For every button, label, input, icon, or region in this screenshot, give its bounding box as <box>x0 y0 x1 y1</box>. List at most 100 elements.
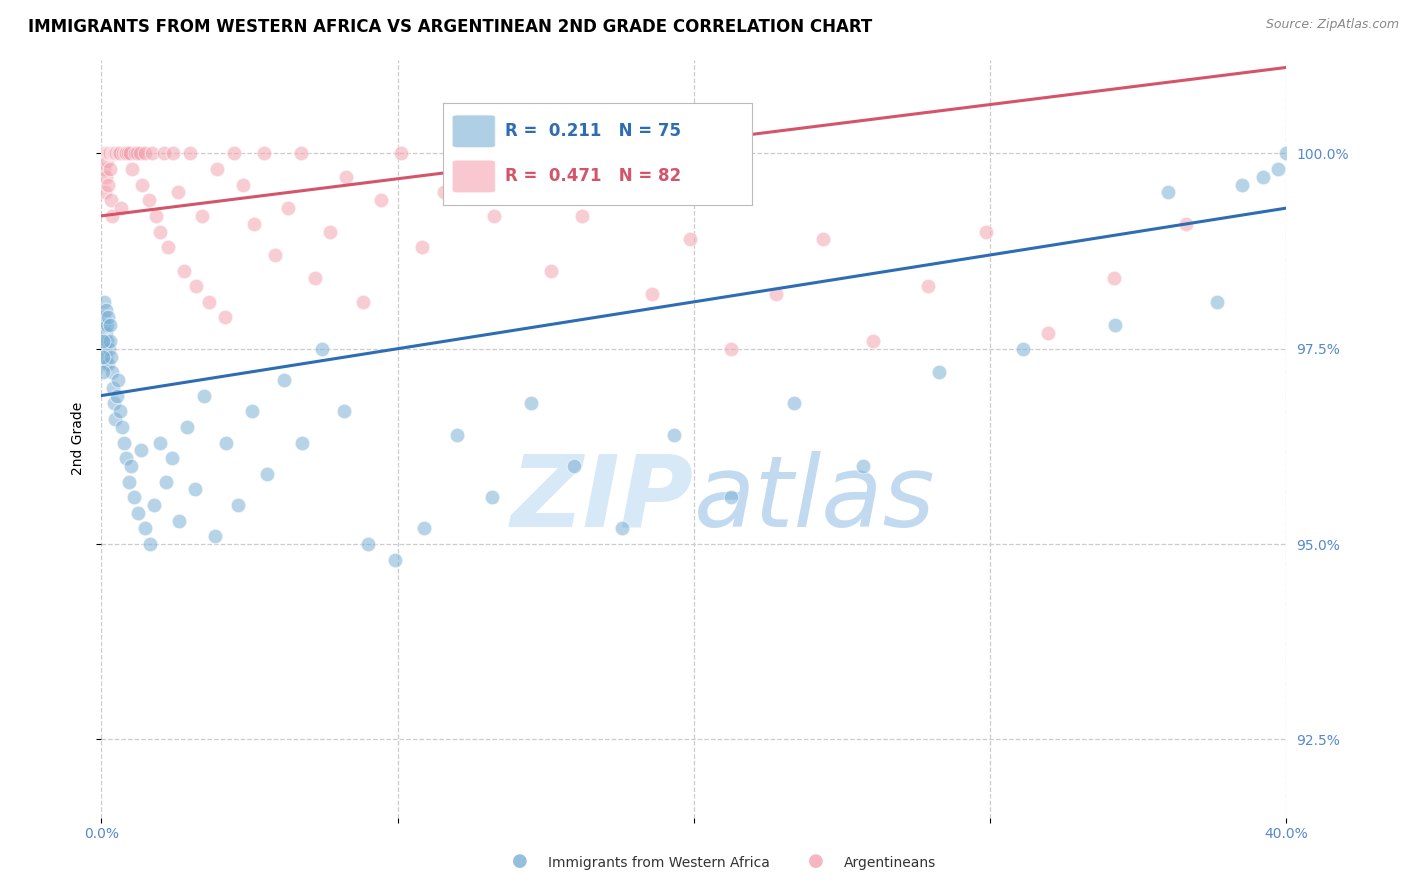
Point <box>112 435 135 450</box>
Point <box>94 357 117 371</box>
Point <box>413 521 436 535</box>
Point <box>605 161 627 176</box>
Point <box>917 279 939 293</box>
Point <box>124 146 146 161</box>
Point <box>852 458 875 473</box>
Point <box>117 146 139 161</box>
Point <box>101 209 124 223</box>
Point <box>167 514 190 528</box>
Point <box>127 506 149 520</box>
Point <box>98 334 121 348</box>
Point <box>1012 342 1035 356</box>
Point <box>115 451 138 466</box>
Point <box>311 342 333 356</box>
Point <box>370 194 392 208</box>
Text: Source: ZipAtlas.com: Source: ZipAtlas.com <box>1265 18 1399 31</box>
Point <box>389 146 412 161</box>
Point <box>446 427 468 442</box>
Point <box>125 146 148 161</box>
Point <box>264 248 287 262</box>
Point <box>98 146 121 161</box>
Point <box>240 404 263 418</box>
Point <box>101 365 124 379</box>
Point <box>97 357 120 371</box>
Point <box>128 146 150 161</box>
Point <box>103 396 125 410</box>
Point <box>1104 271 1126 285</box>
Point <box>610 521 633 535</box>
Point <box>433 186 456 200</box>
Point <box>1104 318 1126 333</box>
Point <box>357 537 380 551</box>
Point <box>129 443 152 458</box>
Point <box>91 350 114 364</box>
Point <box>93 294 115 309</box>
Y-axis label: 2nd Grade: 2nd Grade <box>72 402 86 475</box>
Point <box>101 381 124 395</box>
Point <box>205 161 228 176</box>
Point <box>97 342 120 356</box>
Point <box>540 263 562 277</box>
Point <box>103 146 125 161</box>
Text: ●: ● <box>512 852 529 870</box>
Point <box>333 404 356 418</box>
Point <box>162 146 184 161</box>
Point <box>134 146 156 161</box>
Point <box>335 169 357 184</box>
Point <box>96 350 118 364</box>
Point <box>679 232 702 246</box>
Point <box>98 318 121 333</box>
Point <box>191 209 214 223</box>
Point <box>242 217 264 231</box>
Point <box>222 146 245 161</box>
Point <box>96 146 118 161</box>
Point <box>571 209 593 223</box>
Point <box>98 161 121 176</box>
FancyBboxPatch shape <box>453 160 495 193</box>
Point <box>93 161 115 176</box>
Point <box>204 529 226 543</box>
Point <box>100 194 122 208</box>
Point <box>167 186 190 200</box>
Point <box>256 467 278 481</box>
Point <box>1205 294 1227 309</box>
Point <box>131 178 153 192</box>
Point <box>720 490 742 504</box>
Point <box>96 318 118 333</box>
Point <box>108 404 131 418</box>
Point <box>232 178 254 192</box>
Point <box>107 373 129 387</box>
Point <box>138 194 160 208</box>
Point <box>100 146 122 161</box>
Point <box>184 483 207 497</box>
Point <box>93 310 115 325</box>
Text: ●: ● <box>807 852 824 870</box>
Point <box>228 498 250 512</box>
Point <box>214 310 236 325</box>
Point <box>94 186 117 200</box>
Point <box>108 146 131 161</box>
Point <box>662 427 685 442</box>
Point <box>1251 169 1274 184</box>
Point <box>1230 178 1253 192</box>
Point <box>1036 326 1059 340</box>
Point <box>94 169 117 184</box>
Point <box>720 342 742 356</box>
Point <box>277 201 299 215</box>
Point <box>179 146 201 161</box>
Point <box>862 334 884 348</box>
Point <box>94 342 117 356</box>
Point <box>114 146 136 161</box>
Point <box>152 146 174 161</box>
Point <box>198 294 221 309</box>
Point <box>121 161 143 176</box>
Point <box>510 161 533 176</box>
Point <box>1275 146 1298 161</box>
Point <box>134 521 156 535</box>
Point <box>138 537 160 551</box>
Text: ZIP: ZIP <box>510 450 693 548</box>
Point <box>765 287 787 301</box>
Point <box>93 146 115 161</box>
Text: atlas: atlas <box>693 450 935 548</box>
Point <box>974 225 997 239</box>
